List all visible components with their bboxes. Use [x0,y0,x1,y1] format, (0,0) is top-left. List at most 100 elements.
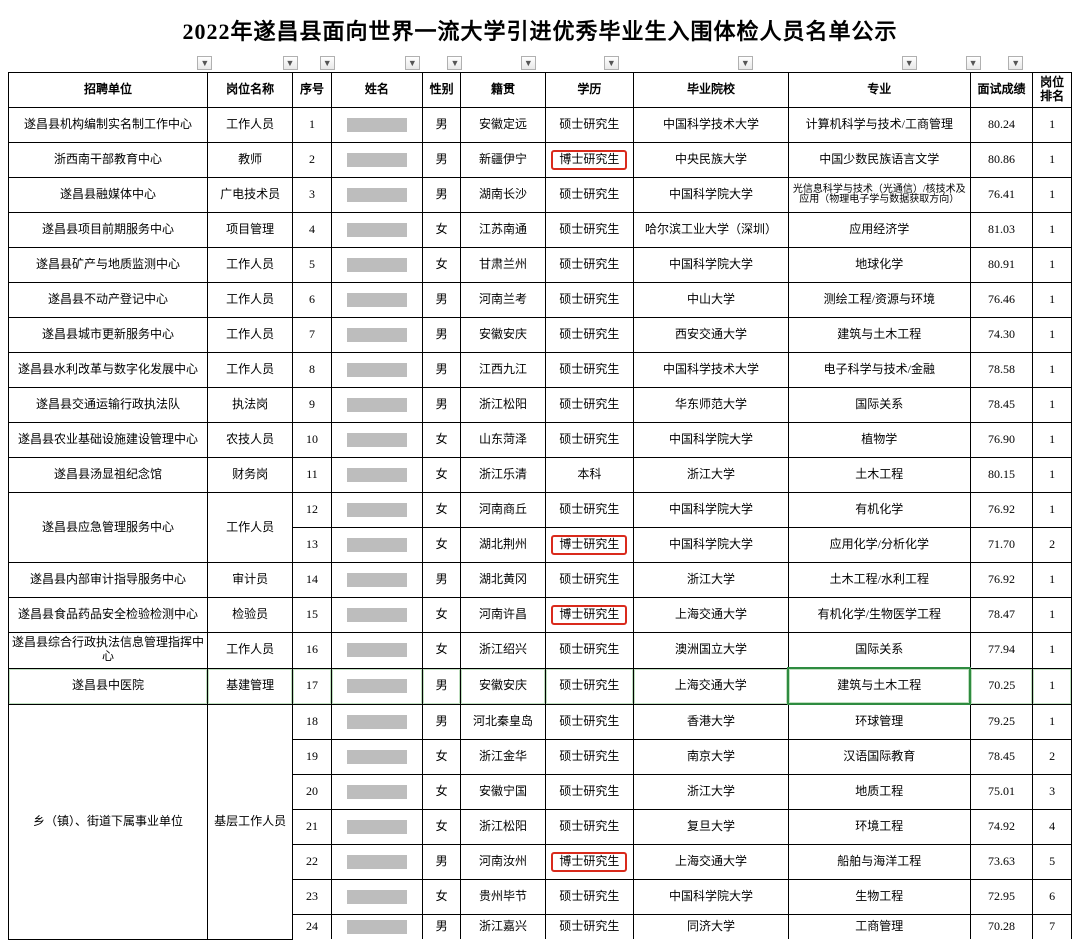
th-major: 专业 [788,73,970,108]
cell-post: 工作人员 [207,633,292,669]
cell-major: 船舶与海洋工程 [788,845,970,880]
cell-unit: 遂昌县汤显祖纪念馆 [9,458,208,493]
cell-name [331,880,422,915]
cell-sex: 男 [422,143,461,178]
filter-dropdown-icon[interactable]: ▼ [521,56,536,70]
cell-no: 20 [293,775,332,810]
filter-dropdown-icon[interactable]: ▼ [320,56,335,70]
cell-score: 78.47 [970,598,1033,633]
cell-major: 测绘工程/资源与环境 [788,283,970,318]
cell-unit: 遂昌县不动产登记中心 [9,283,208,318]
cell-name [331,740,422,775]
cell-origin: 河南商丘 [461,493,545,528]
filter-dropdown-icon[interactable]: ▼ [197,56,212,70]
cell-major: 应用经济学 [788,213,970,248]
filter-dropdown-icon[interactable]: ▼ [966,56,981,70]
table-row: 遂昌县城市更新服务中心工作人员7男安徽安庆硕士研究生西安交通大学建筑与土木工程7… [9,318,1072,353]
cell-major: 环球管理 [788,704,970,740]
filter-dropdown-icon[interactable]: ▼ [283,56,298,70]
table-row: 遂昌县机构编制实名制工作中心工作人员1男安徽定远硕士研究生中国科学技术大学计算机… [9,108,1072,143]
cell-no: 5 [293,248,332,283]
page-title: 2022年遂昌县面向世界一流大学引进优秀毕业生入围体检人员名单公示 [8,14,1072,46]
cell-major: 土木工程/水利工程 [788,563,970,598]
cell-name [331,493,422,528]
redacted-name [347,608,407,622]
cell-rank: 7 [1033,915,1072,940]
cell-major: 计算机科学与技术/工商管理 [788,108,970,143]
cell-score: 78.58 [970,353,1033,388]
cell-school: 华东师范大学 [634,388,789,423]
cell-sex: 女 [422,880,461,915]
cell-post: 执法岗 [207,388,292,423]
cell-score: 71.70 [970,528,1033,563]
filter-dropdown-icon[interactable]: ▼ [604,56,619,70]
cell-unit: 遂昌县综合行政执法信息管理指挥中心 [9,633,208,669]
cell-school: 中国科学院大学 [634,493,789,528]
cell-sex: 男 [422,353,461,388]
cell-major: 光信息科学与技术（光通信）/核技术及应用（物理电子学与数据获取方向） [788,178,970,213]
cell-edu: 硕士研究生 [545,493,634,528]
filter-dropdown-icon[interactable]: ▼ [405,56,420,70]
cell-school: 中国科学技术大学 [634,108,789,143]
cell-no: 21 [293,810,332,845]
cell-origin: 河南许昌 [461,598,545,633]
cell-post: 教师 [207,143,292,178]
redacted-name [347,750,407,764]
cell-score: 80.86 [970,143,1033,178]
cell-unit: 遂昌县农业基础设施建设管理中心 [9,423,208,458]
cell-unit: 遂昌县矿产与地质监测中心 [9,248,208,283]
cell-school: 中国科学院大学 [634,248,789,283]
cell-sex: 女 [422,810,461,845]
table-body: 遂昌县机构编制实名制工作中心工作人员1男安徽定远硕士研究生中国科学技术大学计算机… [9,108,1072,940]
cell-origin: 浙江松阳 [461,388,545,423]
filter-dropdown-icon[interactable]: ▼ [738,56,753,70]
filter-dropdown-icon[interactable]: ▼ [1008,56,1023,70]
th-sex: 性别 [422,73,461,108]
cell-major: 国际关系 [788,388,970,423]
cell-rank: 1 [1033,283,1072,318]
cell-name [331,810,422,845]
cell-sex: 女 [422,248,461,283]
cell-no: 11 [293,458,332,493]
cell-school: 同济大学 [634,915,789,940]
cell-school: 浙江大学 [634,775,789,810]
cell-sex: 女 [422,493,461,528]
cell-rank: 1 [1033,563,1072,598]
cell-name [331,598,422,633]
cell-edu: 博士研究生 [545,143,634,178]
cell-score: 74.92 [970,810,1033,845]
filter-dropdown-icon[interactable]: ▼ [902,56,917,70]
cell-no: 23 [293,880,332,915]
cell-rank: 1 [1033,178,1072,213]
cell-no: 18 [293,704,332,740]
cell-post: 工作人员 [207,493,292,563]
cell-unit: 遂昌县应急管理服务中心 [9,493,208,563]
cell-school: 南京大学 [634,740,789,775]
cell-name [331,353,422,388]
table-row: 乡（镇）、街道下属事业单位基层工作人员18男河北秦皇岛硕士研究生香港大学环球管理… [9,704,1072,740]
cell-sex: 男 [422,318,461,353]
cell-name [331,528,422,563]
table-row: 遂昌县水利改革与数字化发展中心工作人员8男江西九江硕士研究生中国科学技术大学电子… [9,353,1072,388]
cell-sex: 男 [422,704,461,740]
cell-rank: 6 [1033,880,1072,915]
table-row: 遂昌县内部审计指导服务中心审计员14男湖北黄冈硕士研究生浙江大学土木工程/水利工… [9,563,1072,598]
cell-sex: 男 [422,668,461,704]
cell-name [331,845,422,880]
cell-origin: 贵州毕节 [461,880,545,915]
cell-major: 应用化学/分析化学 [788,528,970,563]
cell-origin: 浙江乐清 [461,458,545,493]
cell-edu: 硕士研究生 [545,810,634,845]
cell-no: 13 [293,528,332,563]
cell-score: 72.95 [970,880,1033,915]
cell-rank: 5 [1033,845,1072,880]
cell-sex: 男 [422,388,461,423]
cell-origin: 江苏南通 [461,213,545,248]
th-no: 序号 [293,73,332,108]
filter-dropdown-icon[interactable]: ▼ [447,56,462,70]
cell-major: 植物学 [788,423,970,458]
cell-name [331,213,422,248]
cell-unit: 浙西南干部教育中心 [9,143,208,178]
cell-sex: 男 [422,915,461,940]
cell-unit: 遂昌县城市更新服务中心 [9,318,208,353]
